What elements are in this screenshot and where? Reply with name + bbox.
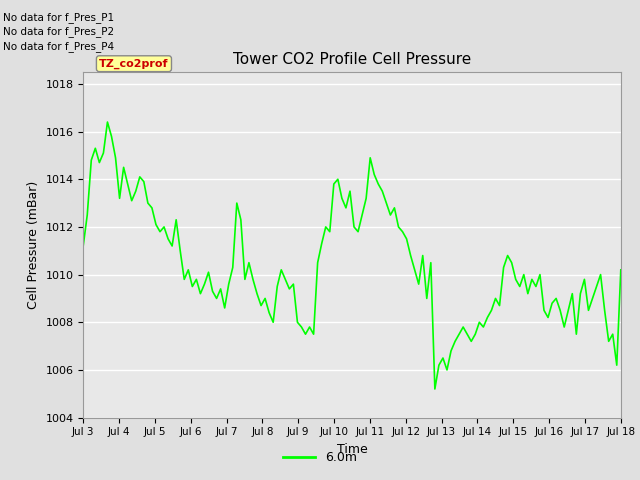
Text: No data for f_Pres_P4: No data for f_Pres_P4 bbox=[3, 41, 115, 52]
Legend: 6.0m: 6.0m bbox=[278, 446, 362, 469]
X-axis label: Time: Time bbox=[337, 443, 367, 456]
Y-axis label: Cell Pressure (mBar): Cell Pressure (mBar) bbox=[27, 180, 40, 309]
Text: No data for f_Pres_P1: No data for f_Pres_P1 bbox=[3, 12, 115, 23]
Text: TZ_co2prof: TZ_co2prof bbox=[99, 59, 169, 69]
Text: No data for f_Pres_P2: No data for f_Pres_P2 bbox=[3, 26, 115, 37]
Title: Tower CO2 Profile Cell Pressure: Tower CO2 Profile Cell Pressure bbox=[233, 52, 471, 67]
